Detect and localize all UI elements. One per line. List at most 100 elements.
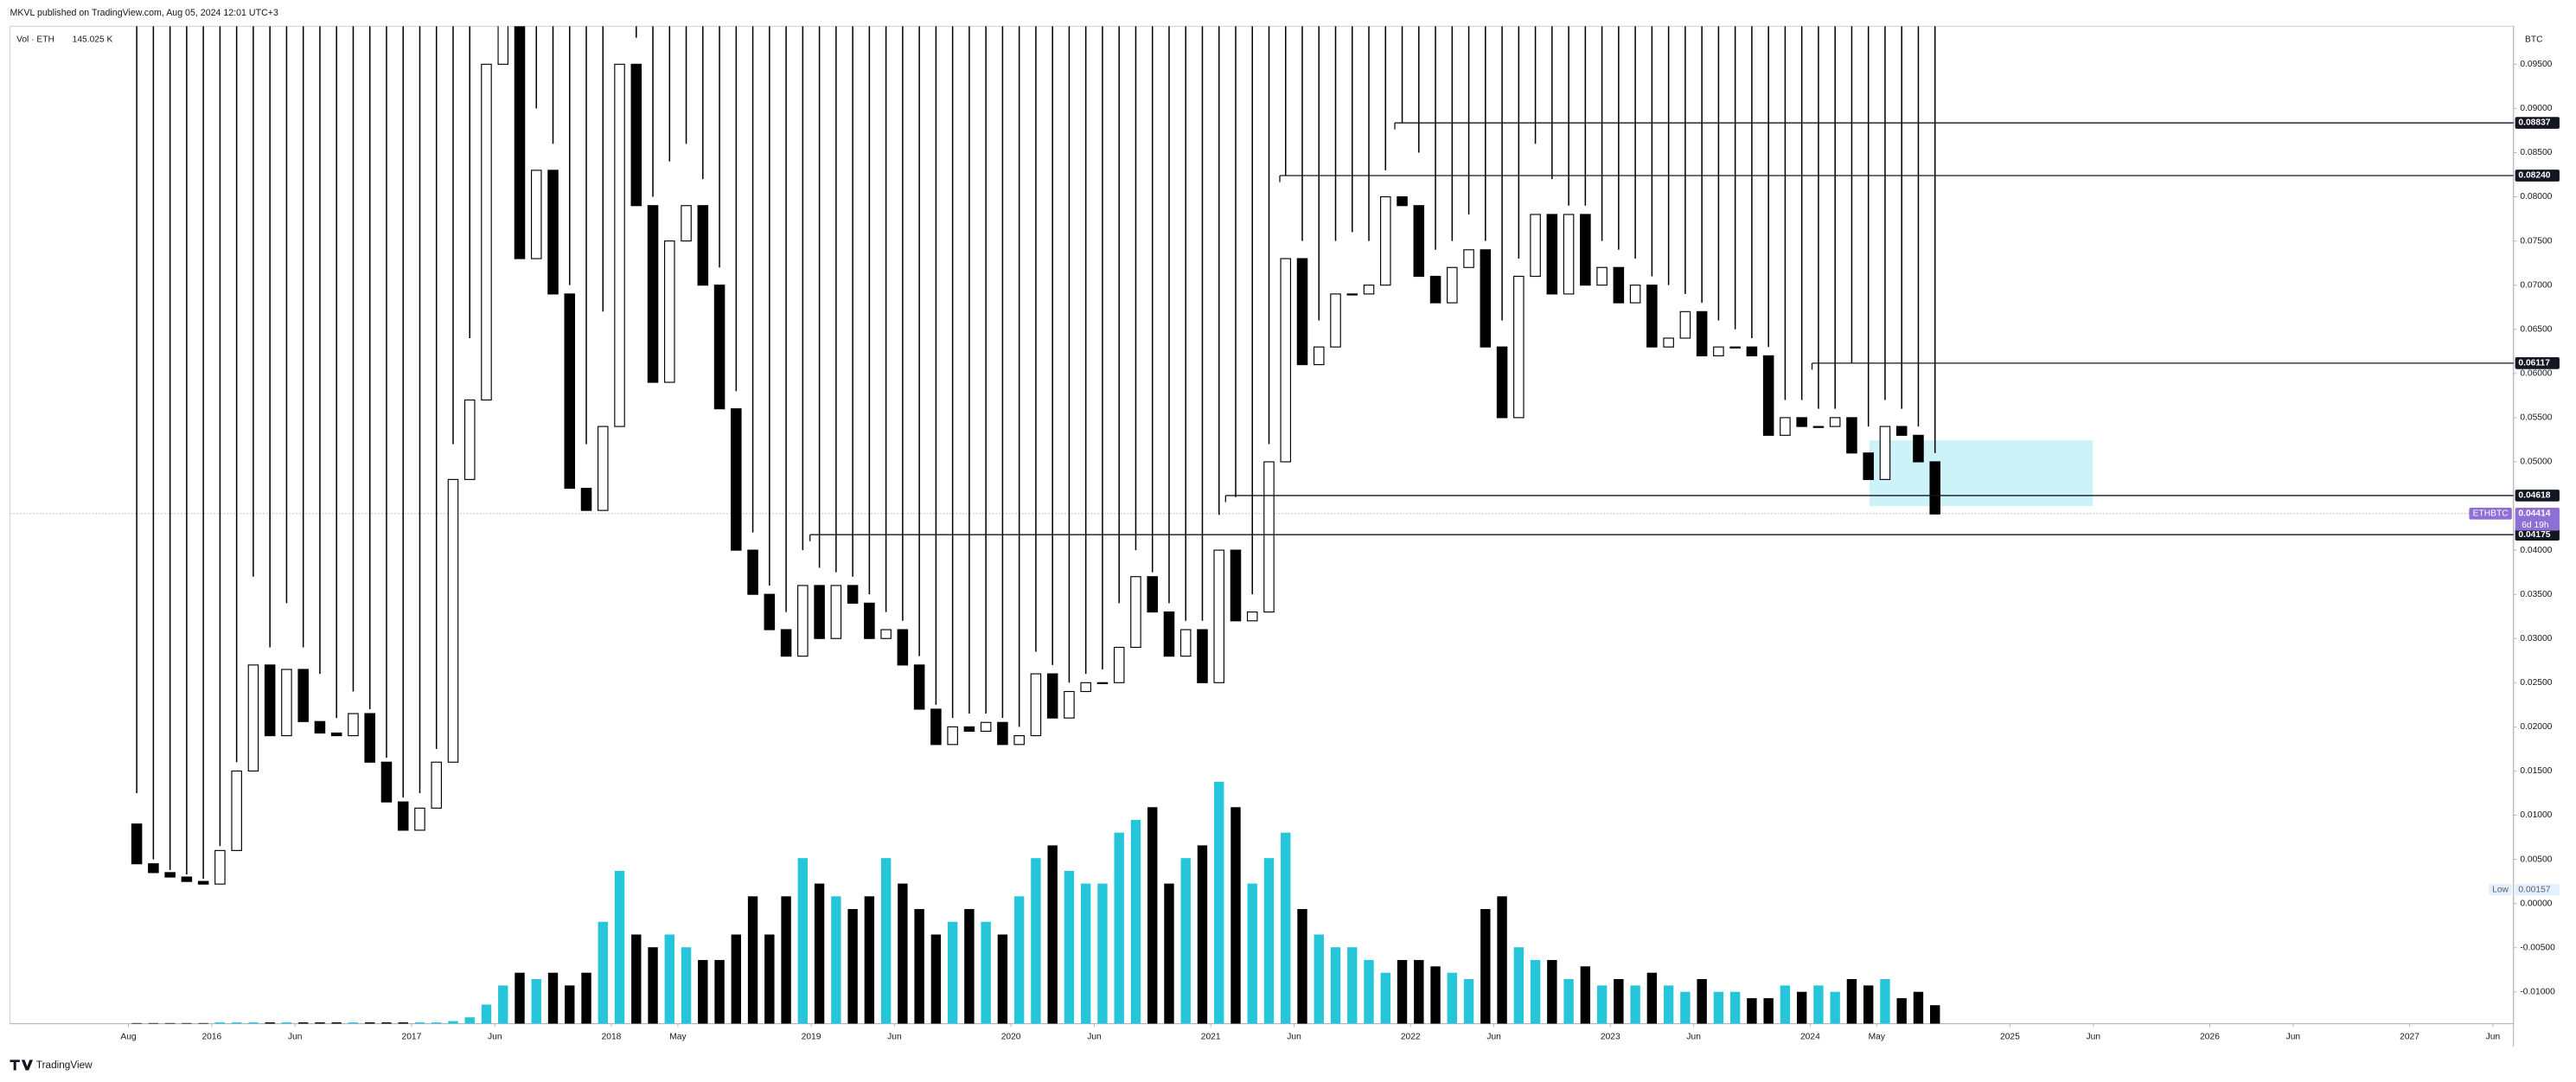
volume-bar	[1180, 858, 1191, 1024]
y-tick-label: 0.05500	[2520, 413, 2552, 423]
volume-bar	[547, 972, 559, 1024]
candle-body	[880, 629, 892, 639]
footer-logo	[10, 1060, 34, 1071]
candle-body	[514, 26, 526, 259]
y-tick-label: 0.08500	[2520, 148, 2552, 157]
volume-bar	[481, 1004, 492, 1024]
candle-body	[1296, 258, 1308, 366]
volume-bar	[1780, 985, 1791, 1024]
volume-bar	[1247, 883, 1257, 1024]
volume-bar	[1097, 883, 1108, 1024]
volume-bar	[698, 959, 708, 1024]
volume-bar	[131, 1022, 142, 1024]
candle-body	[1596, 266, 1608, 286]
low-tag-box	[2489, 884, 2512, 896]
volume-bar	[1580, 966, 1591, 1024]
candle-body	[830, 585, 842, 639]
candle-body	[897, 629, 909, 666]
y-tick-label: 0.07000	[2520, 280, 2552, 290]
volume-bar	[797, 858, 809, 1024]
y-tick-label: 0.01500	[2520, 766, 2552, 776]
x-tick-label: 2022	[1401, 1032, 1421, 1041]
volume-bar	[1830, 991, 1840, 1024]
candle-body	[1013, 735, 1025, 746]
last-price-label: 0.04414	[2518, 509, 2550, 519]
volume-bar	[1697, 979, 1707, 1024]
volume-bar	[1463, 979, 1474, 1024]
volume-bar	[1314, 934, 1324, 1024]
candle-body	[1113, 646, 1125, 683]
volume-bar	[1547, 959, 1557, 1024]
volume-bar	[1430, 966, 1441, 1024]
candle-body	[1163, 611, 1175, 657]
x-tick-label: May	[1869, 1032, 1886, 1041]
candle-body	[1030, 673, 1042, 737]
candle-body	[1363, 285, 1375, 295]
x-tick-label: 2020	[1001, 1032, 1021, 1041]
candle-body	[963, 726, 975, 733]
x-tick-label: 2027	[2400, 1032, 2419, 1041]
volume-bar	[448, 1021, 458, 1024]
volume-bar	[231, 1022, 242, 1024]
x-tick-label: Jun	[1486, 1032, 1501, 1041]
candle-body	[164, 872, 176, 878]
volume-legend-value: 145.025 K	[73, 35, 113, 44]
y-tick-label: 0.03500	[2520, 590, 2552, 599]
volume-bar	[531, 979, 541, 1024]
x-tick-label: 2019	[802, 1032, 821, 1041]
x-tick-label: Jun	[1686, 1032, 1701, 1041]
candle-body	[414, 807, 425, 831]
candle-body	[814, 585, 825, 639]
level-label: 0.06117	[2518, 359, 2550, 368]
low-value: 0.00157	[2518, 885, 2550, 894]
candle-body	[1147, 576, 1158, 613]
candle-body	[997, 721, 1008, 746]
volume-bar	[1230, 807, 1241, 1024]
x-tick-label: Jun	[2286, 1032, 2301, 1041]
volume-bar	[414, 1022, 425, 1024]
volume-bar	[381, 1022, 392, 1024]
candle-body	[664, 240, 675, 383]
x-tick-label: 2021	[1201, 1032, 1221, 1041]
candle-body	[1230, 549, 1242, 622]
level-label-box	[2515, 170, 2560, 182]
candle-body	[1829, 417, 1841, 427]
candle-body	[747, 549, 758, 595]
volume-bar	[565, 985, 575, 1024]
candle-body	[1530, 214, 1541, 278]
candle-body	[1096, 682, 1109, 685]
x-tick-label: May	[669, 1032, 687, 1041]
candle-body	[1746, 346, 1758, 356]
volume-bar	[1013, 896, 1025, 1024]
volume-bar	[1563, 979, 1574, 1024]
candle-body	[197, 880, 209, 885]
volume-bar	[1614, 979, 1624, 1024]
volume-bar	[281, 1022, 292, 1024]
candle-body	[1913, 434, 1924, 463]
volume-bar	[1414, 959, 1424, 1024]
symbol-box	[2469, 507, 2512, 520]
candle-body	[380, 761, 393, 803]
volume-bar	[1164, 883, 1174, 1024]
candle-body	[1580, 214, 1591, 286]
y-tick-label: -0.01000	[2520, 987, 2555, 996]
zone-box	[1870, 440, 2093, 507]
volume-bar	[631, 934, 642, 1024]
y-tick-label: 0.02500	[2520, 678, 2552, 688]
volume-bar	[1197, 845, 1208, 1024]
candle-body	[1046, 673, 1058, 719]
candle-body	[713, 285, 725, 410]
x-tick-label: Jun	[2486, 1032, 2501, 1041]
candle-body	[1646, 285, 1658, 348]
candle-body	[1613, 266, 1625, 304]
candle-body	[1064, 690, 1075, 719]
x-tick-label: 2024	[1800, 1032, 1820, 1041]
last-price-box	[2515, 507, 2560, 531]
candle-body	[731, 408, 742, 551]
y-tick-label: 0.09500	[2520, 60, 2552, 69]
volume-bar	[981, 921, 991, 1024]
volume-bar	[1880, 979, 1890, 1024]
y-tick-label: 0.03000	[2520, 634, 2552, 643]
y-tick-label: 0.06500	[2520, 324, 2552, 334]
volume-bar	[1846, 979, 1857, 1024]
